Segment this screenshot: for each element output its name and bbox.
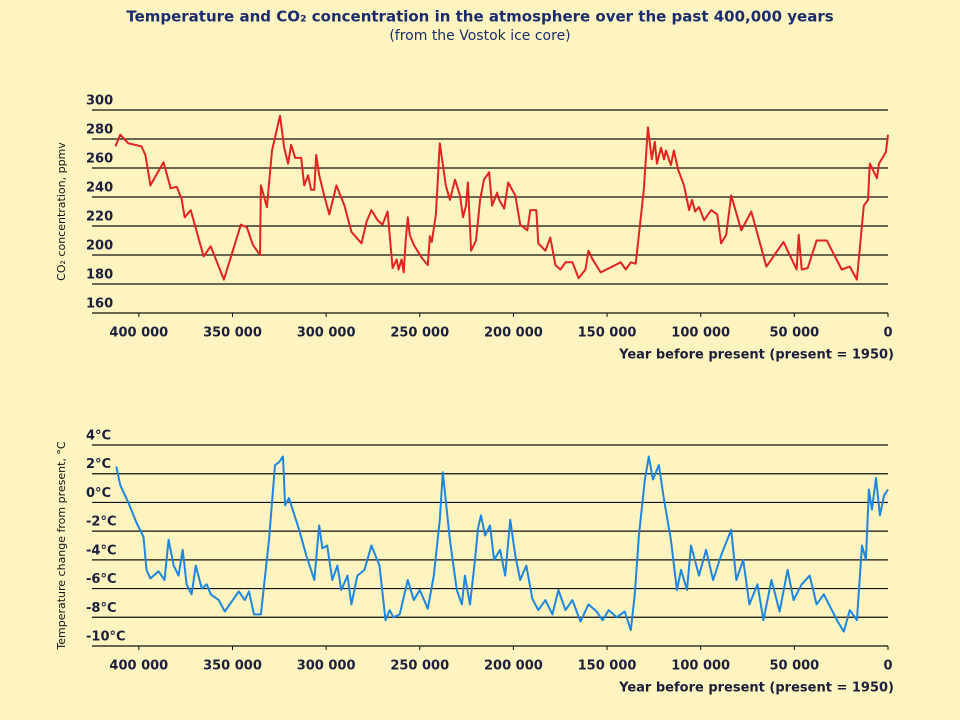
x-tick-label: 150 000 [578, 659, 637, 674]
y-tick-label: -2°C [86, 515, 116, 530]
y-tick-label: 220 [86, 210, 113, 225]
y-tick-label: 200 [86, 239, 113, 254]
x-axis-label: Year before present (present = 1950) [618, 348, 894, 363]
y-tick-label: -6°C [86, 572, 116, 587]
y-tick-label: 2°C [86, 457, 111, 472]
y-tick-label: 240 [86, 181, 113, 196]
x-tick-label: 200 000 [484, 326, 543, 341]
y-tick-label: -8°C [86, 601, 116, 616]
y-tick-label: 0°C [86, 486, 111, 501]
x-tick-label: 350 000 [203, 659, 262, 674]
y-tick-label: 260 [86, 152, 113, 167]
x-tick-label: 250 000 [390, 326, 449, 341]
x-tick-label: 350 000 [203, 326, 262, 341]
chart-subtitle: (from the Vostok ice core) [389, 28, 570, 44]
x-tick-label: 300 000 [297, 326, 356, 341]
x-tick-label: 300 000 [297, 659, 356, 674]
y-axis-label: Temperature change from present, °C [55, 441, 68, 651]
x-tick-label: 100 000 [671, 326, 730, 341]
x-axis-label: Year before present (present = 1950) [618, 681, 894, 696]
x-tick-label: 0 [883, 659, 892, 674]
data-line [115, 455, 889, 633]
x-tick-label: 400 000 [109, 326, 168, 341]
x-tick-label: 0 [883, 326, 892, 341]
x-tick-label: 150 000 [578, 326, 637, 341]
y-tick-label: 180 [86, 268, 113, 283]
x-tick-label: 250 000 [390, 659, 449, 674]
y-tick-label: 160 [86, 297, 113, 312]
data-line [114, 114, 889, 281]
chart-title: Temperature and CO₂ concentration in the… [126, 8, 833, 26]
x-tick-label: 200 000 [484, 659, 543, 674]
x-tick-label: 50 000 [769, 326, 819, 341]
y-tick-label: 300 [86, 94, 113, 109]
x-tick-label: 400 000 [109, 659, 168, 674]
y-tick-label: 4°C [86, 429, 111, 444]
y-tick-label: 280 [86, 123, 113, 138]
y-tick-label: -4°C [86, 543, 116, 558]
x-tick-label: 50 000 [769, 659, 819, 674]
x-tick-label: 100 000 [671, 659, 730, 674]
y-tick-label: -10°C [86, 630, 126, 645]
y-axis-label: CO₂ concentration, ppmv [55, 142, 68, 281]
